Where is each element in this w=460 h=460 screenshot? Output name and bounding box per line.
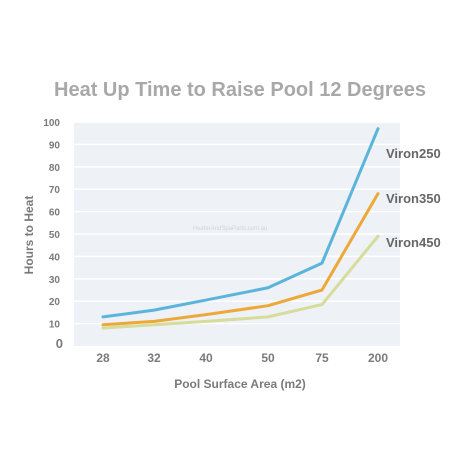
gridlines (74, 121, 400, 325)
y-tick-label: 20 (49, 297, 61, 308)
series-label-viron350: Viron350 (386, 191, 441, 206)
y-axis-title: Hours to Heat (22, 196, 36, 275)
y-tick-label: 80 (49, 163, 61, 174)
series-lines (101, 127, 380, 330)
series-line-viron250 (101, 127, 380, 319)
y-tick-label: 10 (49, 320, 61, 331)
x-tick-label: 32 (147, 351, 161, 365)
y-tick-label: 30 (49, 275, 61, 286)
y-tick-label: 50 (49, 230, 61, 241)
y-tick-label: 60 (49, 208, 61, 219)
y-tick-label: 70 (49, 185, 61, 196)
series-label-viron450: Viron450 (386, 235, 441, 250)
y-tick-label: 0 (56, 336, 63, 351)
y-tick-label: 90 (49, 140, 61, 151)
x-tick-label: 75 (315, 351, 329, 365)
x-tick-label: 200 (368, 351, 388, 365)
series-line-viron450 (101, 234, 380, 330)
y-tick-label: 100 (43, 118, 60, 129)
y-tick-label: 40 (49, 252, 61, 263)
x-tick-label: 40 (199, 351, 213, 365)
x-tick-label: 28 (96, 351, 110, 365)
x-axis-title: Pool Surface Area (m2) (174, 377, 306, 391)
series-labels: Viron250 Viron350 Viron450 (386, 146, 441, 250)
series-line-viron350 (101, 192, 380, 327)
x-tick-label: 50 (261, 351, 275, 365)
chart-title: Heat Up Time to Raise Pool 12 Degrees (54, 79, 426, 101)
watermark: HeaterAndSpaParts.com.au (193, 226, 268, 232)
series-label-viron250: Viron250 (386, 146, 441, 161)
y-axis: 0 10 20 30 40 50 60 70 80 90 100 (43, 118, 63, 351)
x-axis: 28 32 40 50 75 200 (96, 351, 388, 365)
